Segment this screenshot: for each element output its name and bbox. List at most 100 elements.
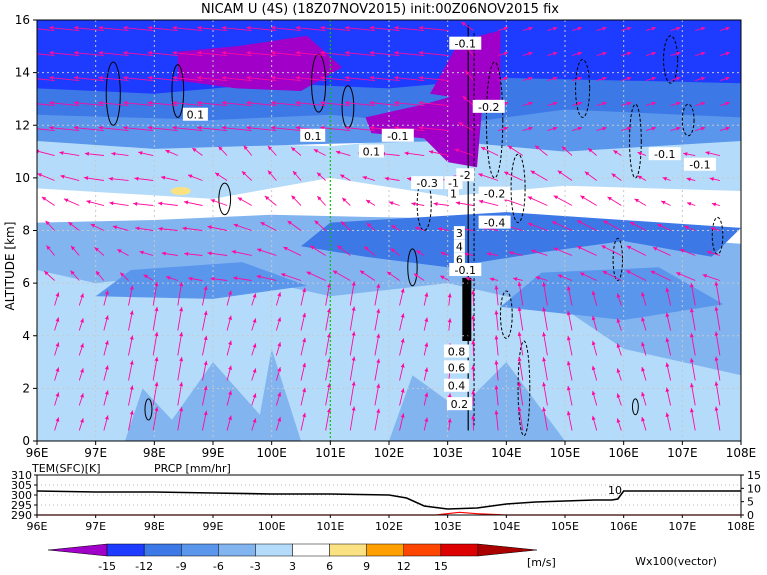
wind-vector-head <box>295 75 300 80</box>
colorbar-swatch <box>181 543 219 557</box>
wind-vector <box>98 102 129 106</box>
wind-vector-head <box>277 292 282 297</box>
wind-vectors <box>37 21 731 431</box>
wind-vector-head <box>424 417 429 422</box>
wind-vector-head <box>579 272 585 277</box>
wind-vector-head <box>424 342 429 347</box>
wind-vector-head <box>504 171 509 176</box>
y-axis-label: ALTITUDE [km] <box>3 222 17 311</box>
wind-vector <box>246 52 277 56</box>
wind-vector-head <box>252 318 257 323</box>
contour-label-box <box>381 128 414 142</box>
wind-vector-head <box>464 252 469 257</box>
wind-vector-head <box>702 274 708 278</box>
y-tick-label: 10 <box>15 171 30 185</box>
wind-vector-head <box>260 222 265 226</box>
wind-vector-head <box>440 275 445 280</box>
x-tick-label: 99E <box>202 446 225 460</box>
wind-vector-head <box>494 410 499 415</box>
wind-vector-head <box>557 170 563 175</box>
wind-vector-head <box>616 293 621 298</box>
wind-vector-head <box>630 222 635 226</box>
wind-vector-head <box>80 418 84 423</box>
wind-vector-head <box>64 198 69 203</box>
wind-vector <box>37 128 55 131</box>
wind-vector-head <box>665 387 670 392</box>
wind-vector-head <box>95 271 100 276</box>
contour-label: 0.8 <box>448 346 466 359</box>
contour-loop <box>218 182 232 216</box>
wind-vector <box>49 52 80 56</box>
contour-label: -0.1 <box>387 130 408 143</box>
wind-vector-head <box>221 50 226 55</box>
wind-vector-head <box>626 51 632 56</box>
wind-vector <box>123 77 154 81</box>
wind-vector <box>715 381 721 406</box>
colorbar-level-label: 15 <box>434 560 448 573</box>
wind-vector-head <box>679 248 685 253</box>
wind-vector-head <box>369 125 374 130</box>
wind-vector-head <box>447 293 452 298</box>
wind-vector-head <box>271 100 276 105</box>
contour-label-box <box>300 128 326 142</box>
wind-vector-head <box>665 337 670 342</box>
contour-label: -0.2 <box>484 188 505 201</box>
contours <box>105 25 724 437</box>
wind-vector-head <box>369 75 374 80</box>
wind-vector-head <box>158 201 163 206</box>
contour-loop <box>311 53 327 113</box>
wind-vector-head <box>552 101 558 106</box>
wind-vector-head <box>517 306 522 312</box>
wind-vector-head <box>184 251 189 256</box>
wind-vector-head <box>676 26 681 31</box>
wind-vector-head <box>433 201 438 206</box>
wind-vector-head <box>344 100 350 105</box>
wind-vector-head <box>503 26 509 31</box>
wind-vector-head <box>70 270 75 275</box>
contour-label: -0.2 <box>478 101 499 114</box>
wind-vector <box>197 127 228 131</box>
wind-vector-head <box>109 201 114 206</box>
wind-vector-head <box>376 358 381 363</box>
colorbar-swatch <box>218 543 256 557</box>
wind-vector <box>98 127 129 131</box>
x-tick-label: 104E <box>491 446 522 460</box>
wind-vector-head <box>400 388 405 393</box>
contour-label-box <box>683 157 716 171</box>
wind-vector-head <box>246 25 251 30</box>
wind-vector-head <box>344 25 350 30</box>
main-panel: -0.1 -0.2 0.1 0.1 -0.1 0.1 -0.1 -0.1 -0.3 -1-21 -0… <box>3 13 756 460</box>
wind-vector-head <box>161 251 166 256</box>
surface-left-tick-label: 305 <box>11 479 32 492</box>
contour-label-box <box>453 226 465 240</box>
contour-loop <box>171 64 185 118</box>
colorbar-swatch <box>47 543 108 557</box>
wind-vector-head <box>566 336 571 341</box>
wind-vector-head <box>233 276 238 281</box>
wind-vector <box>270 27 302 31</box>
wind-vector-head <box>359 270 365 275</box>
surface-left-tick-label: 300 <box>11 489 32 502</box>
wind-vector-head <box>689 308 694 313</box>
wind-vector-head <box>133 201 138 206</box>
wind-vector-head <box>714 281 719 286</box>
wind-vector <box>295 27 326 31</box>
wind-vector-head <box>49 75 54 80</box>
wind-vector-head <box>471 390 476 395</box>
wind-vector <box>418 127 449 131</box>
colorbar-swatch <box>329 543 367 557</box>
wind-vector-head <box>494 335 499 340</box>
contour-loop <box>517 340 531 437</box>
contour-label: 6 <box>456 253 463 266</box>
wind-vector-head <box>542 332 547 337</box>
wind-vector-head <box>665 412 670 417</box>
wind-vector-head <box>342 197 347 203</box>
wind-vector-head <box>344 75 350 80</box>
wind-vector <box>147 127 178 131</box>
wind-vector-head <box>577 51 583 56</box>
wind-vector <box>98 27 129 31</box>
wind-vector-head <box>662 177 668 181</box>
wind-vector-head <box>188 276 193 281</box>
wind-vector <box>197 27 228 31</box>
tem-series-label: TEM(SFC)[K] <box>31 462 101 475</box>
